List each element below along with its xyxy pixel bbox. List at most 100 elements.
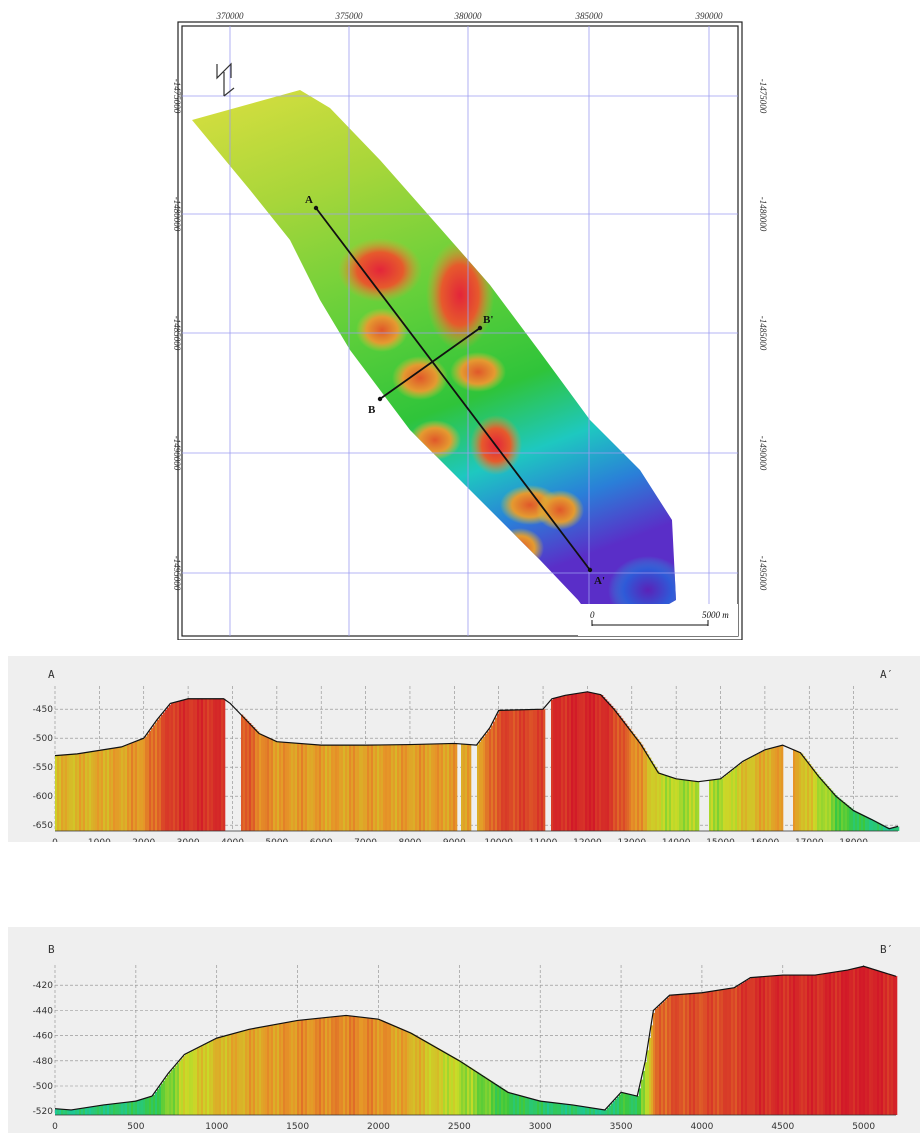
profile-elevation-bar (843, 970, 846, 1115)
profile-elevation-bar (739, 984, 742, 1115)
profile-elevation-bar (605, 1109, 608, 1115)
profile-elevation-bar (823, 973, 826, 1115)
profile-elevation-bar (85, 1107, 88, 1115)
north-arrow-icon (216, 62, 235, 97)
profile-elevation-bar (321, 1018, 324, 1115)
profile-elevation-bar (715, 990, 718, 1115)
profile-elevation-bar (671, 995, 674, 1115)
profile-elevation-bar (713, 991, 716, 1115)
profile-elevation-bar (721, 778, 724, 831)
profile-elevation-bar (511, 710, 514, 831)
profile-elevation-bar (233, 1033, 236, 1115)
profile-elevation-bar (887, 973, 890, 1115)
profile-elevation-bar (143, 1098, 146, 1115)
profile-b-x-tick: 3000 (529, 1122, 552, 1132)
profile-elevation-bar (57, 755, 60, 831)
profile-elevation-bar (871, 968, 874, 1115)
profile-elevation-bar (695, 993, 698, 1115)
profile-elevation-bar (57, 1108, 60, 1115)
profile-elevation-bar (145, 736, 148, 831)
map-y-tick-left: -1485000 (172, 316, 182, 351)
profile-b-y-tick: -520 (33, 1107, 54, 1117)
profile-elevation-bar (595, 1108, 598, 1115)
profile-elevation-bar (677, 994, 680, 1115)
profile-elevation-bar (415, 744, 418, 831)
profile-a-y-tick: -550 (33, 763, 54, 773)
profile-elevation-bar (583, 692, 586, 831)
profile-elevation-bar (833, 972, 836, 1115)
profile-a-x-tick: 6000 (310, 838, 333, 842)
profile-elevation-bar (411, 1033, 414, 1115)
profile-elevation-bar (421, 744, 424, 831)
profile-elevation-bar (603, 1109, 606, 1115)
profile-elevation-bar (537, 1100, 540, 1115)
profile-elevation-bar (839, 971, 842, 1115)
profile-elevation-bar (729, 772, 732, 831)
profile-elevation-bar (791, 975, 794, 1115)
profile-elevation-bar (387, 1022, 390, 1115)
profile-elevation-bar (503, 710, 506, 831)
profile-elevation-bar (115, 1103, 118, 1115)
profile-elevation-bar (799, 752, 802, 831)
profile-elevation-bar (563, 695, 566, 831)
profile-elevation-bar (357, 1016, 360, 1115)
profile-elevation-bar (753, 977, 756, 1115)
profile-elevation-bar (371, 745, 374, 831)
profile-elevation-bar (125, 1102, 128, 1115)
profile-elevation-bar (113, 748, 116, 831)
profile-elevation-bar (845, 803, 848, 831)
profile-line-a: A A' (305, 194, 605, 587)
map-y-tick-left: -1475000 (172, 79, 182, 114)
profile-elevation-bar (561, 696, 564, 831)
profile-elevation-bar (251, 1028, 254, 1115)
profile-a-x-tick: 10000 (484, 838, 513, 842)
profile-elevation-bar (393, 744, 396, 831)
profile-elevation-bar (663, 774, 666, 831)
profile-elevation-bar (857, 812, 860, 831)
profile-elevation-bar (561, 1103, 564, 1115)
profile-elevation-bar (613, 708, 616, 831)
profile-elevation-bar (73, 754, 76, 831)
profile-elevation-bar (737, 985, 740, 1115)
profile-elevation-bar (215, 698, 218, 831)
map-y-tick-left: -1490000 (172, 436, 182, 471)
profile-elevation-bar (307, 744, 310, 831)
profile-elevation-bar (691, 993, 694, 1115)
profile-elevation-bar (361, 1017, 364, 1115)
profile-elevation-bar (191, 1051, 194, 1115)
profile-elevation-bar (485, 734, 488, 831)
profile-elevation-bar (745, 980, 748, 1115)
profile-elevation-bar (463, 744, 466, 831)
profile-elevation-bar (133, 1101, 136, 1115)
profile-elevation-bar (785, 975, 788, 1115)
profile-elevation-bar (883, 972, 886, 1115)
profile-elevation-bar (347, 745, 350, 831)
profile-elevation-bar (165, 1077, 168, 1115)
profile-elevation-bar (829, 972, 832, 1115)
profile-elevation-bar (125, 745, 128, 831)
profile-elevation-bar (853, 968, 856, 1115)
profile-elevation-bar (249, 1029, 252, 1115)
profile-elevation-bar (727, 773, 730, 831)
profile-elevation-bar (597, 1108, 600, 1115)
profile-elevation-bar (567, 695, 570, 831)
profile-elevation-bar (555, 1102, 558, 1115)
profile-elevation-bar (731, 988, 734, 1115)
profile-elevation-bar (447, 1053, 450, 1115)
profile-elevation-bar (807, 975, 810, 1115)
profile-elevation-bar (71, 1109, 74, 1115)
profile-elevation-bar (77, 753, 80, 831)
profile-elevation-bar (175, 702, 178, 831)
profile-b-y-tick: -500 (33, 1082, 54, 1092)
profile-elevation-bar (849, 969, 852, 1115)
profile-elevation-bar (885, 826, 888, 831)
profile-elevation-bar (569, 1104, 572, 1115)
profile-elevation-bar (801, 753, 804, 831)
profile-elevation-bar (789, 975, 792, 1115)
profile-a-x-tick: 8000 (398, 838, 421, 842)
profile-elevation-bar (417, 1036, 420, 1115)
profile-elevation-bar (563, 1103, 566, 1115)
scale-bar: 0 5000 m (578, 604, 738, 636)
profile-elevation-bar (859, 967, 862, 1115)
profile-elevation-bar (429, 1043, 432, 1115)
